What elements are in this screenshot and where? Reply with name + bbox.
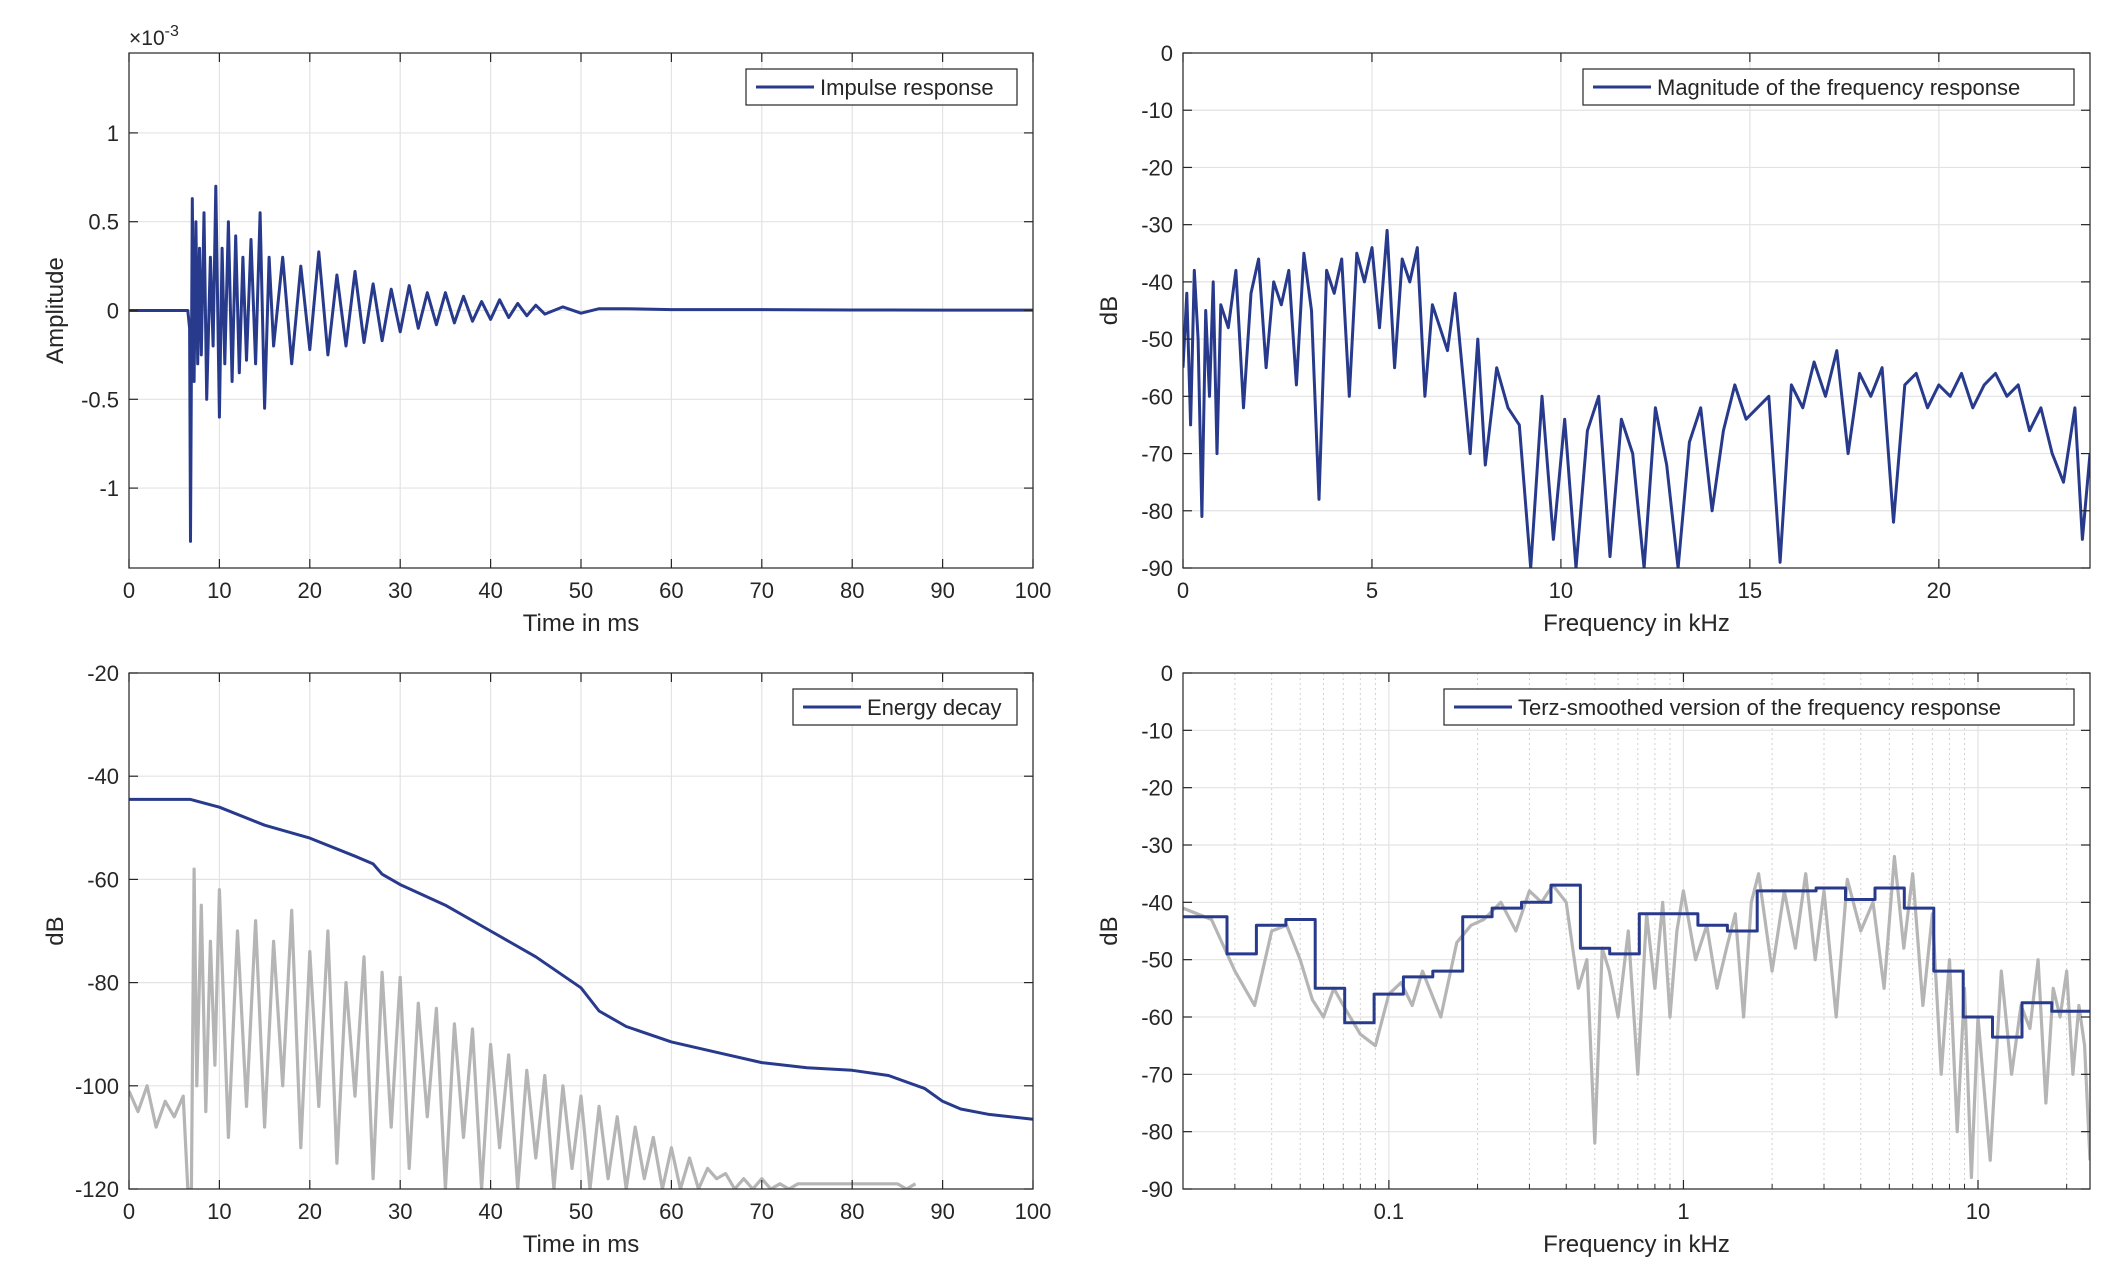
y-axis-label: dB	[42, 916, 69, 945]
panel-impulse-response: 0 10 20 30 40 50 60 70 80 90 100 -1 -0.5 0 0.5 1 Time in…	[42, 23, 1051, 637]
x-axis-label: Time in ms	[523, 610, 639, 637]
axes-box	[1182, 52, 2091, 569]
y-axis-label: dB	[1096, 296, 1123, 325]
y-tick-label: -30	[1141, 833, 1173, 858]
x-tick-label: 70	[750, 578, 774, 603]
y-tick-label: -0.5	[81, 387, 119, 412]
y-tick-label: -70	[1141, 1062, 1173, 1087]
x-tick-label: 60	[659, 578, 683, 603]
axes-box	[1182, 672, 2091, 1190]
x-tick-label: 20	[1927, 578, 1951, 603]
y-tick-label: -60	[87, 867, 119, 892]
x-axis-label: Time in ms	[523, 1231, 639, 1258]
series-line	[1183, 228, 2090, 568]
series-line	[129, 184, 1033, 543]
legend: Terz-smoothed version of the frequency r…	[1443, 688, 2075, 726]
x-tick-label: 40	[478, 1199, 502, 1224]
series-line	[129, 797, 1033, 1121]
x-tick-label: 40	[478, 578, 502, 603]
legend-label: Impulse response	[820, 75, 994, 100]
y-tick-label: -60	[1141, 1005, 1173, 1030]
y-tick-label: -90	[1141, 556, 1173, 581]
y-tick-label: 0	[1161, 661, 1173, 686]
x-tick-label: 70	[750, 1199, 774, 1224]
y-tick-label: -100	[75, 1074, 119, 1099]
y-tick-label: -50	[1141, 948, 1173, 973]
x-tick-label: 0	[123, 1199, 135, 1224]
x-axis-label: Frequency in kHz	[1543, 1231, 1730, 1258]
y-tick-label: -50	[1141, 327, 1173, 352]
y-tick-label: -10	[1141, 98, 1173, 123]
x-tick-label: 90	[930, 578, 954, 603]
y-tick-label: -30	[1141, 213, 1173, 238]
x-tick-label: 60	[659, 1199, 683, 1224]
x-tick-label: 5	[1366, 578, 1378, 603]
x-axis-label: Frequency in kHz	[1543, 610, 1730, 637]
y-tick-label: -20	[87, 661, 119, 686]
y-tick-label: -40	[1141, 890, 1173, 915]
y-tick-label: -120	[75, 1177, 119, 1202]
y-tick-label: 1	[107, 121, 119, 146]
legend: Magnitude of the frequency response	[1582, 68, 2075, 106]
y-tick-label: -80	[1141, 1120, 1173, 1145]
y-tick-label: -10	[1141, 718, 1173, 743]
y-tick-label: -20	[1141, 155, 1173, 180]
x-tick-label: 20	[298, 578, 322, 603]
panel-energy-decay: 0 10 20 30 40 50 60 70 80 90 100 -20 -40 -60 -80 -100 -1…	[42, 661, 1051, 1258]
axis-exponent-power: -3	[165, 23, 179, 40]
y-tick-label: -20	[1141, 776, 1173, 801]
x-tick-label: 10	[207, 578, 231, 603]
x-tick-label: 0.1	[1374, 1199, 1405, 1224]
panel-magnitude-response: 0 5 10 15 20 0 -10 -20 -30 -40 -50 -60 -70 -80 -90 Freq…	[1096, 41, 2091, 637]
x-tick-label: 100	[1015, 1199, 1052, 1224]
x-tick-label: 1	[1677, 1199, 1689, 1224]
y-tick-label: 0	[1161, 41, 1173, 66]
series-line-gray	[129, 867, 917, 1189]
legend-box	[1582, 68, 2075, 106]
x-tick-label: 10	[1966, 1199, 1990, 1224]
x-tick-label: 15	[1738, 578, 1762, 603]
x-tick-label: 0	[1177, 578, 1189, 603]
x-tick-label: 30	[388, 1199, 412, 1224]
x-tick-label: 50	[569, 578, 593, 603]
legend: Impulse response	[745, 68, 1018, 106]
y-tick-label: -40	[1141, 270, 1173, 295]
x-tick-label: 100	[1015, 578, 1052, 603]
y-tick-label: -60	[1141, 384, 1173, 409]
y-tick-label: -70	[1141, 442, 1173, 467]
y-tick-label: -40	[87, 764, 119, 789]
legend-label: Terz-smoothed version of the frequency r…	[1518, 695, 2001, 720]
x-tick-label: 10	[1549, 578, 1573, 603]
x-tick-label: 80	[840, 578, 864, 603]
y-tick-label: -1	[99, 476, 119, 501]
axis-exponent-label: ×10-3	[129, 23, 179, 50]
x-tick-label: 90	[930, 1199, 954, 1224]
legend-box	[1443, 688, 2075, 726]
y-tick-label: 0.5	[88, 210, 119, 235]
x-tick-label: 10	[207, 1199, 231, 1224]
y-axis-label: Amplitude	[42, 257, 69, 364]
legend: Energy decay	[792, 688, 1018, 726]
legend-label: Magnitude of the frequency response	[1657, 75, 2020, 100]
x-tick-label: 80	[840, 1199, 864, 1224]
panel-terz-smoothed-response: 0.1 1 10 0 -10 -20 -30 -40 -50 -60 -70 -80 -90 Freque…	[1096, 661, 2091, 1258]
x-tick-label: 0	[123, 578, 135, 603]
y-tick-label: -80	[87, 971, 119, 996]
y-axis-label: dB	[1096, 916, 1123, 945]
series-line	[1183, 883, 2090, 1039]
x-tick-label: 50	[569, 1199, 593, 1224]
x-tick-label: 30	[388, 578, 412, 603]
y-tick-label: -90	[1141, 1177, 1173, 1202]
legend-label: Energy decay	[867, 695, 1002, 720]
y-tick-label: -80	[1141, 499, 1173, 524]
y-tick-label: 0	[107, 299, 119, 324]
x-tick-label: 20	[298, 1199, 322, 1224]
